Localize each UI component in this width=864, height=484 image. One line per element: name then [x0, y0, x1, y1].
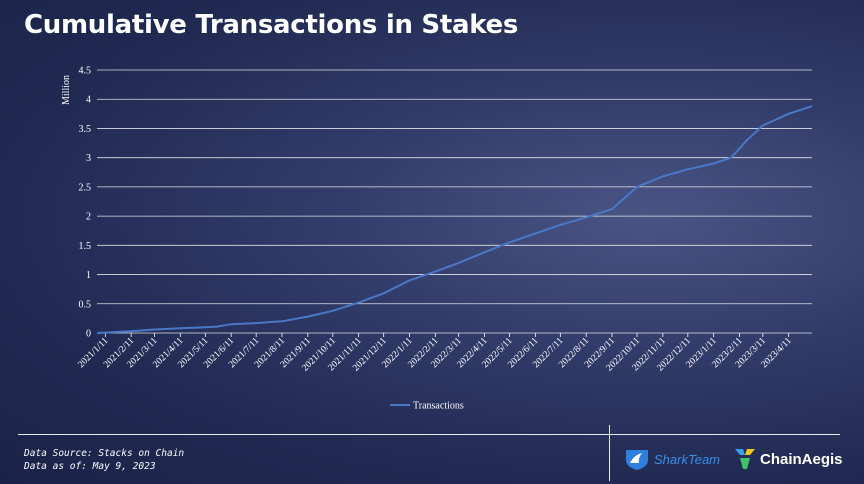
footer-vertical-divider	[609, 425, 610, 481]
chainaegis-logo-text: ChainAegis	[760, 450, 843, 468]
y-tick-label: 0	[86, 329, 91, 340]
y-tick-label: 3.5	[79, 124, 92, 135]
y-tick-label: 2.5	[79, 182, 92, 193]
sharkteam-logo: SharkTeam	[624, 447, 720, 471]
shark-fin-icon	[626, 450, 648, 470]
chainaegis-logo: ChainAegis	[734, 447, 843, 471]
legend-label: Transactions	[413, 401, 464, 412]
series-group	[96, 105, 813, 334]
legend: Transactions	[390, 401, 464, 412]
y-tick-label: 0.5	[79, 299, 92, 310]
y-tick-label: 4.5	[79, 66, 92, 77]
sharkteam-logo-text: SharkTeam	[654, 451, 720, 467]
data-source-text: Data Source: Stacks on Chain	[24, 448, 185, 459]
y-tick-label: 1	[86, 270, 91, 281]
data-as-of-text: Data as of: May 9, 2023	[24, 461, 156, 472]
line-chart: 0 0.5 1 1.5 2 2.5 3 3.5 4 4.5 2021/1/112021/2/112…	[61, 66, 813, 412]
y-axis-label: Million	[61, 75, 72, 105]
y-tick-label: 2	[86, 212, 91, 223]
y-tick-label: 1.5	[79, 241, 92, 252]
x-tick-labels: 2021/1/112021/2/112021/3/112021/4/112021…	[76, 333, 794, 373]
chainaegis-icon	[735, 449, 755, 469]
grid-lines	[97, 69, 812, 334]
y-tick-label: 4	[86, 95, 91, 106]
series-line-transactions	[96, 105, 813, 334]
y-tick-label: 3	[86, 153, 91, 164]
y-tick-labels: 0 0.5 1 1.5 2 2.5 3 3.5 4 4.5	[79, 66, 92, 340]
chart-title: Cumulative Transactions in Stakes	[24, 10, 519, 40]
footer-divider	[18, 434, 840, 435]
